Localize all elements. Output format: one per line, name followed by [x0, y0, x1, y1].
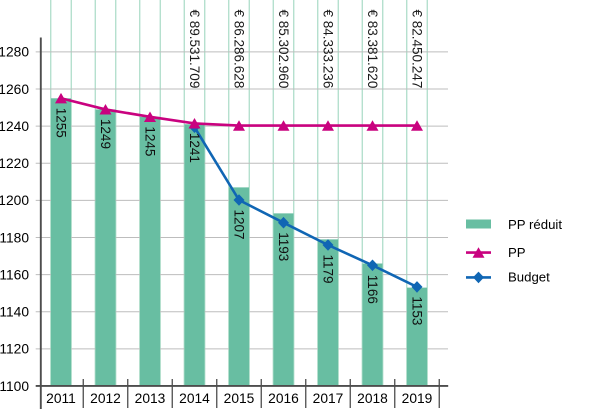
svg-text:1241: 1241 — [187, 133, 202, 163]
svg-text:2012: 2012 — [90, 391, 121, 406]
svg-text:1280: 1280 — [0, 45, 29, 60]
svg-text:€ 82.450.247: € 82.450.247 — [410, 10, 425, 89]
svg-text:1160: 1160 — [0, 267, 29, 282]
svg-text:1180: 1180 — [0, 230, 29, 245]
svg-text:1193: 1193 — [276, 232, 291, 261]
svg-text:Budget: Budget — [508, 269, 550, 284]
svg-text:€ 85.302.960: € 85.302.960 — [276, 10, 291, 89]
svg-text:2013: 2013 — [135, 391, 166, 406]
svg-text:2017: 2017 — [313, 391, 344, 406]
svg-text:1249: 1249 — [98, 119, 113, 149]
svg-text:2011: 2011 — [46, 391, 76, 406]
svg-text:1179: 1179 — [321, 255, 336, 284]
svg-text:PP réduit: PP réduit — [508, 217, 562, 232]
svg-text:1166: 1166 — [365, 275, 380, 304]
svg-text:1255: 1255 — [54, 108, 69, 138]
svg-text:1207: 1207 — [232, 210, 247, 240]
svg-text:1260: 1260 — [0, 82, 29, 97]
svg-text:PP: PP — [508, 245, 526, 260]
svg-text:1245: 1245 — [143, 126, 158, 156]
svg-text:1220: 1220 — [0, 156, 29, 171]
svg-text:2015: 2015 — [224, 391, 255, 406]
svg-text:2014: 2014 — [179, 391, 210, 406]
svg-text:1200: 1200 — [0, 193, 29, 208]
svg-text:€ 83.381.620: € 83.381.620 — [365, 10, 380, 89]
svg-text:2016: 2016 — [268, 391, 299, 406]
svg-text:€ 89.531.709: € 89.531.709 — [187, 10, 202, 89]
svg-text:2018: 2018 — [357, 391, 388, 406]
svg-text:€ 86.286.628: € 86.286.628 — [232, 10, 247, 89]
svg-text:1120: 1120 — [0, 342, 29, 357]
svg-text:1140: 1140 — [0, 305, 29, 320]
svg-text:1240: 1240 — [0, 119, 29, 134]
svg-text:2019: 2019 — [402, 391, 433, 406]
svg-text:1100: 1100 — [0, 379, 29, 394]
svg-text:€ 84.333.236: € 84.333.236 — [321, 10, 336, 89]
svg-text:1153: 1153 — [410, 296, 425, 325]
